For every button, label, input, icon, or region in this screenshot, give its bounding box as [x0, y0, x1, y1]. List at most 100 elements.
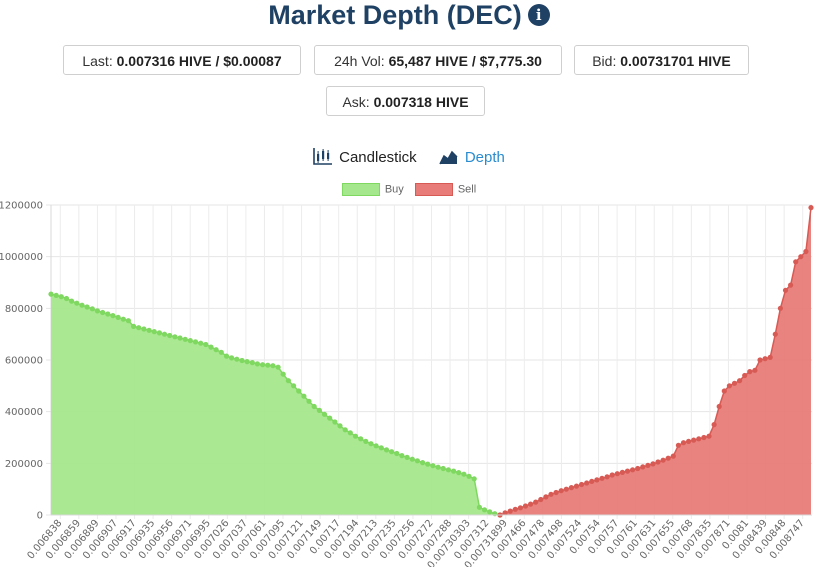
buy-point	[89, 306, 95, 312]
depth-chart: 020000040000060000080000010000001200000 …	[0, 201, 814, 567]
sell-point	[624, 468, 631, 474]
sell-point	[635, 465, 641, 472]
chart-type-tabs: Candlestick Depth	[0, 148, 818, 166]
sell-point	[528, 501, 534, 507]
sell-point	[742, 372, 748, 379]
buy-point	[69, 298, 75, 304]
buy-point	[125, 318, 131, 324]
buy-point	[120, 316, 126, 322]
legend-buy[interactable]: Buy	[341, 183, 404, 196]
buy-point	[208, 344, 214, 350]
buy-point	[414, 458, 420, 464]
sell-point	[731, 380, 738, 386]
buy-point	[316, 407, 322, 413]
bid-stat: Bid: 0.00731701 HIVE	[574, 45, 749, 75]
buy-point	[265, 362, 271, 368]
last-price-stat: Last: 0.007316 HIVE / $0.00087	[63, 45, 301, 75]
buy-point	[337, 423, 343, 429]
ask-stat: Ask: 0.007318 HIVE	[326, 86, 485, 116]
volume-stat: 24h Vol: 65,487 HIVE / $7,775.30	[314, 45, 562, 75]
tab-candlestick[interactable]: Candlestick	[313, 148, 417, 166]
buy-point	[141, 326, 147, 332]
y-tick-label: 400000	[5, 407, 43, 418]
sell-area	[500, 207, 811, 515]
buy-point	[492, 511, 498, 517]
sell-point	[630, 467, 636, 473]
buy-point	[223, 353, 230, 359]
ask-value: 0.007318 HIVE	[373, 94, 469, 110]
sell-point	[782, 287, 789, 293]
buy-point	[53, 292, 59, 298]
buy-point	[239, 357, 245, 364]
buy-point	[383, 447, 390, 453]
buy-point	[306, 398, 312, 404]
tab-depth-label: Depth	[464, 149, 505, 167]
sell-point	[645, 462, 651, 468]
buy-point	[456, 470, 462, 476]
y-tick-label: 1000000	[0, 252, 43, 263]
sell-point	[553, 489, 559, 496]
buy-point	[404, 454, 410, 460]
legend-sell-swatch	[414, 183, 453, 196]
buy-point	[213, 347, 219, 353]
buy-point	[466, 473, 472, 479]
buy-point	[48, 291, 54, 297]
buy-point	[358, 436, 364, 442]
tab-candlestick-label: Candlestick	[339, 149, 417, 167]
legend-buy-swatch	[341, 183, 380, 196]
sell-point	[772, 331, 778, 337]
sell-point	[609, 472, 615, 478]
tab-depth[interactable]: Depth	[439, 148, 505, 166]
buy-point	[389, 449, 395, 455]
buy-point	[461, 471, 467, 477]
buy-point	[254, 361, 260, 367]
volume-value: 65,487 HIVE / $7,775.30	[388, 53, 542, 69]
y-tick-label: 1200000	[0, 201, 43, 212]
buy-point	[327, 415, 333, 421]
buy-point	[182, 336, 188, 342]
buy-point	[229, 355, 235, 361]
depth-chart-icon	[439, 150, 458, 165]
sell-point	[558, 488, 564, 494]
sell-point	[680, 440, 687, 446]
sell-point	[747, 369, 753, 375]
buy-point	[234, 356, 240, 362]
buy-point	[172, 334, 178, 340]
volume-label: 24h Vol:	[334, 53, 385, 69]
buy-point	[425, 461, 431, 467]
buy-point	[136, 325, 142, 331]
buy-point	[192, 339, 199, 345]
buy-point	[167, 332, 173, 339]
sell-point	[502, 510, 508, 516]
y-tick-label: 200000	[5, 459, 43, 470]
legend-sell[interactable]: Sell	[414, 183, 476, 196]
buy-point	[249, 360, 255, 366]
y-tick-label: 800000	[5, 304, 43, 315]
buy-line	[50, 293, 501, 516]
buy-point	[100, 309, 106, 316]
title-row: Market Depth (DEC) i	[0, 0, 818, 32]
buy-point	[296, 388, 302, 394]
sell-point	[696, 436, 702, 442]
sell-point	[650, 461, 656, 467]
buy-point	[471, 476, 477, 482]
sell-point	[619, 469, 626, 475]
x-axis: 0.0068380.0068590.0068890.0069070.006917…	[25, 514, 812, 567]
buy-point	[79, 302, 85, 308]
sell-point	[522, 503, 529, 509]
sell-point	[706, 433, 712, 439]
buy-point	[332, 419, 338, 425]
info-icon[interactable]: i	[527, 4, 550, 26]
buy-point	[244, 359, 250, 365]
bid-value: 0.00731701 HIVE	[620, 53, 731, 69]
sell-point	[594, 477, 600, 483]
sell-point	[599, 475, 605, 481]
sell-point	[665, 455, 671, 461]
sell-point	[670, 453, 676, 459]
sell-point	[803, 248, 809, 255]
candlestick-icon	[313, 148, 333, 165]
buy-point	[363, 438, 369, 444]
buy-point	[399, 453, 405, 459]
buy-point	[161, 331, 168, 337]
sell-point	[752, 367, 758, 373]
